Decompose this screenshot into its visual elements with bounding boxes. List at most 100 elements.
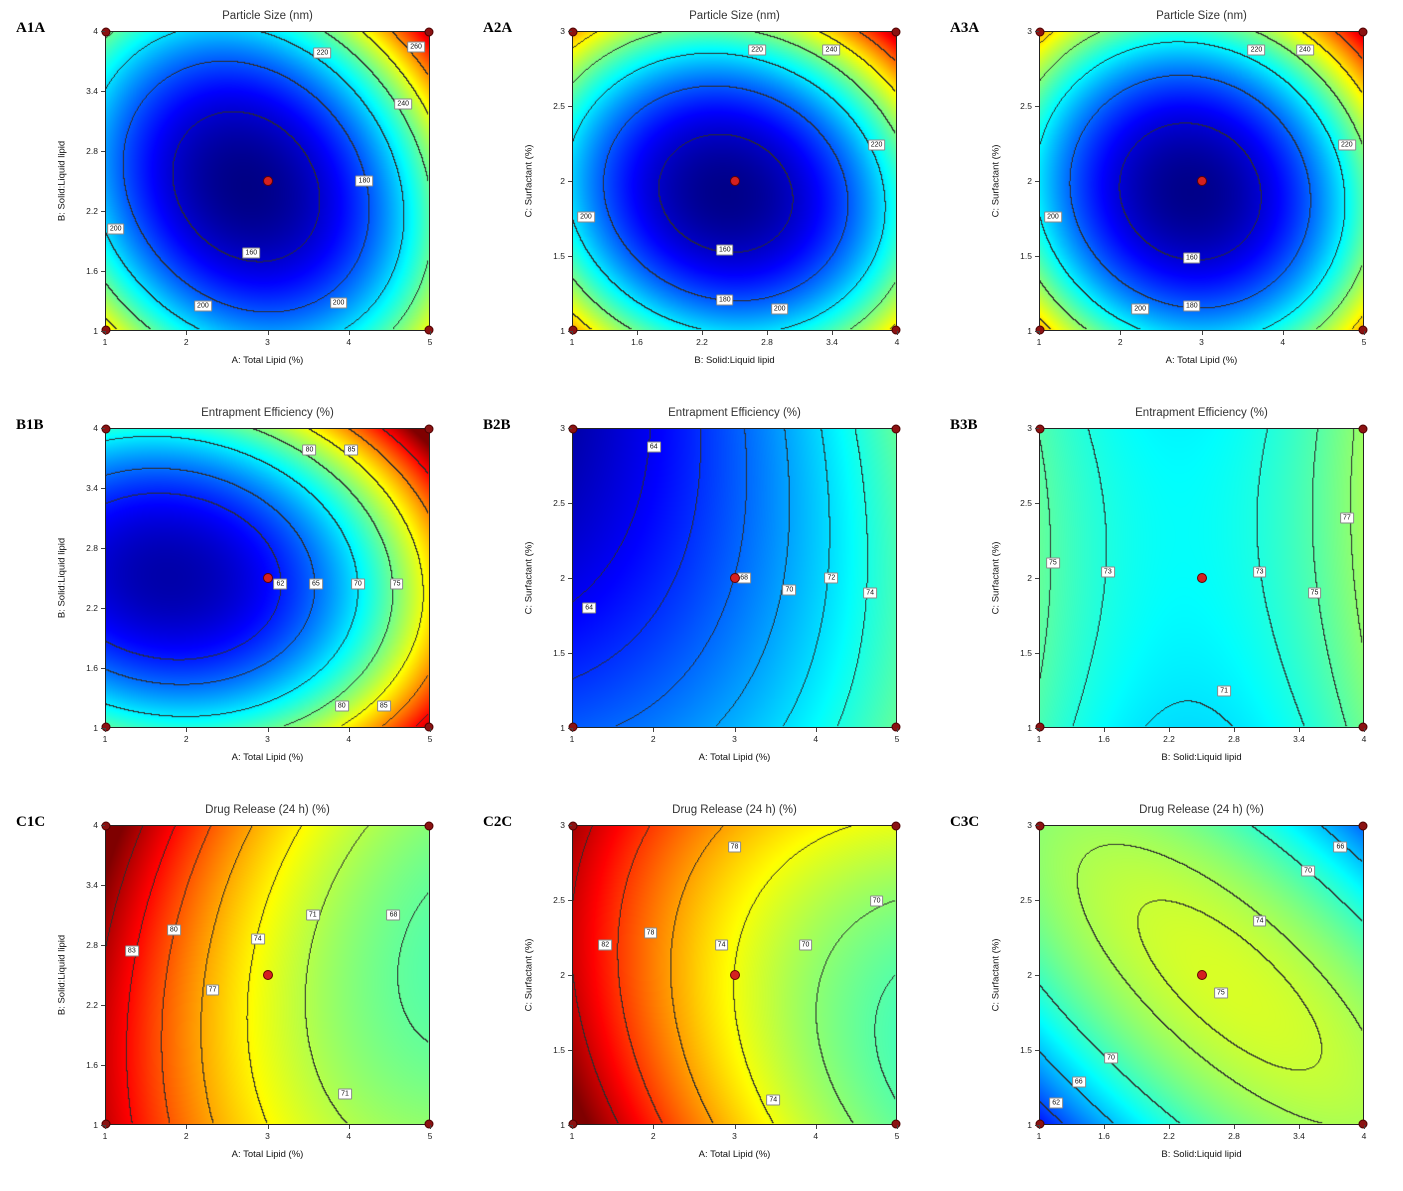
x-axis-ticks: 1 2 3 4 5 [569, 728, 899, 748]
y-tick-label: 1 [1027, 326, 1032, 336]
x-axis-label: B: Solid:Liquid lipid [1161, 1149, 1242, 1160]
panel-label: B3B [950, 417, 978, 433]
y-axis-ticks: 1 1.5 2 2.5 3 [522, 820, 572, 1130]
contour-plot-b1b: B1B Entrapment Efficiency (%) B: Solid:L… [0, 397, 467, 794]
y-tick-mark [101, 728, 105, 729]
x-tick-mark [348, 331, 350, 335]
x-tick-mark [430, 331, 431, 335]
x-tick-label: 2.8 [761, 337, 773, 347]
plot-area: 160 180 200 200 220 220 240 [1035, 27, 1368, 335]
x-tick-mark [1104, 728, 1105, 732]
panel-label: C3C [950, 814, 980, 830]
x-tick-label: 2.8 [1228, 1131, 1240, 1141]
y-axis-ticks: 1 1.5 2 2.5 3 [522, 423, 572, 733]
y-tick-mark [568, 181, 572, 182]
y-tick-label: 4 [93, 820, 98, 830]
contour-plot-c2c: C2C Drug Release (24 h) (%) C: Surfactan… [467, 794, 934, 1191]
y-tick-label: 1.5 [1020, 648, 1032, 658]
y-tick-mark [101, 1065, 105, 1066]
x-tick-mark [1201, 331, 1203, 335]
x-tick-mark [572, 331, 573, 335]
y-tick-mark [101, 151, 105, 152]
x-tick-mark [832, 331, 833, 335]
contour-surface-canvas [106, 32, 429, 330]
x-tick-label: 4 [346, 1131, 352, 1141]
y-tick-mark [1035, 181, 1039, 182]
y-tick-label: 2 [560, 573, 565, 583]
x-tick-mark [734, 728, 736, 732]
x-tick-mark [430, 1125, 431, 1129]
contour-surface-canvas [106, 429, 429, 727]
y-tick-label: 1 [1027, 1120, 1032, 1130]
contour-plot-a2a: A2A Particle Size (nm) C: Surfactant (%)… [467, 0, 934, 397]
x-tick-mark [702, 331, 703, 335]
y-tick-mark [101, 31, 105, 32]
panel-label: A3A [950, 20, 980, 36]
x-axis-ticks: 1 2 3 4 5 [103, 331, 432, 351]
y-tick-label: 2.5 [553, 895, 565, 905]
y-tick-mark [568, 31, 572, 32]
x-tick-label: 1 [1036, 337, 1042, 347]
x-tick-label: 1 [569, 1131, 575, 1141]
y-tick-label: 2.5 [1020, 498, 1032, 508]
contour-surface-canvas [573, 429, 896, 727]
y-axis-ticks: 1 1.5 2 2.5 3 [522, 26, 572, 336]
y-tick-mark [568, 256, 572, 257]
x-tick-label: 3 [265, 734, 270, 744]
x-tick-label: 3.4 [1293, 1131, 1305, 1141]
x-tick-label: 2.2 [1163, 734, 1175, 744]
y-tick-mark [101, 1005, 105, 1006]
y-axis-ticks: 1 1.5 2 2.5 3 [989, 423, 1039, 733]
plot-title: Entrapment Efficiency (%) [1135, 407, 1268, 419]
y-tick-mark [101, 668, 105, 669]
x-tick-mark [1104, 1125, 1105, 1129]
x-tick-mark [572, 1125, 573, 1129]
y-tick-label: 1.5 [1020, 1045, 1032, 1055]
y-tick-mark [101, 1125, 105, 1126]
y-tick-mark [101, 945, 105, 946]
y-tick-label: 3.4 [86, 86, 98, 96]
x-tick-label: 2 [183, 1131, 189, 1141]
y-tick-mark [1035, 428, 1039, 429]
y-tick-mark [568, 825, 572, 826]
x-axis-ticks: 1 1.6 2.2 2.8 3.4 4 [570, 331, 899, 351]
x-tick-label: 3 [1199, 337, 1204, 347]
y-tick-mark [568, 728, 572, 729]
x-tick-mark [105, 331, 106, 335]
y-tick-mark [101, 885, 105, 886]
y-tick-mark [568, 578, 572, 579]
x-tick-label: 2 [183, 337, 189, 347]
x-tick-label: 3 [732, 1131, 737, 1141]
x-tick-mark [897, 331, 898, 335]
x-tick-label: 2 [183, 734, 189, 744]
x-tick-mark [897, 728, 898, 732]
x-tick-mark [105, 728, 106, 732]
x-tick-label: 4 [813, 1131, 819, 1141]
x-axis-ticks: 1 2 3 4 5 [103, 1125, 432, 1145]
y-tick-mark [1035, 256, 1039, 257]
plot-area: 160 180 200 200 220 220 240 [568, 27, 901, 335]
x-tick-mark [815, 1125, 817, 1129]
y-tick-label: 3 [1027, 820, 1032, 830]
x-tick-mark [653, 728, 655, 732]
y-tick-mark [1035, 31, 1039, 32]
x-tick-label: 1 [1036, 734, 1042, 744]
y-tick-mark [1035, 975, 1039, 976]
y-tick-label: 2.2 [86, 206, 98, 216]
x-tick-label: 5 [1361, 337, 1367, 347]
y-tick-label: 2 [1027, 970, 1032, 980]
x-axis-label: A: Total Lipid (%) [231, 1149, 304, 1160]
x-tick-mark [186, 728, 188, 732]
x-tick-mark [1299, 1125, 1300, 1129]
y-tick-label: 3 [1027, 423, 1032, 433]
x-tick-label: 1 [569, 734, 575, 744]
x-tick-mark [1120, 331, 1122, 335]
x-tick-mark [430, 728, 431, 732]
x-tick-mark [637, 331, 638, 335]
y-tick-mark [1035, 825, 1039, 826]
y-tick-label: 2.5 [1020, 895, 1032, 905]
x-tick-mark [105, 1125, 106, 1129]
x-axis-label: A: Total Lipid (%) [231, 355, 304, 366]
y-tick-label: 2.2 [86, 1000, 98, 1010]
